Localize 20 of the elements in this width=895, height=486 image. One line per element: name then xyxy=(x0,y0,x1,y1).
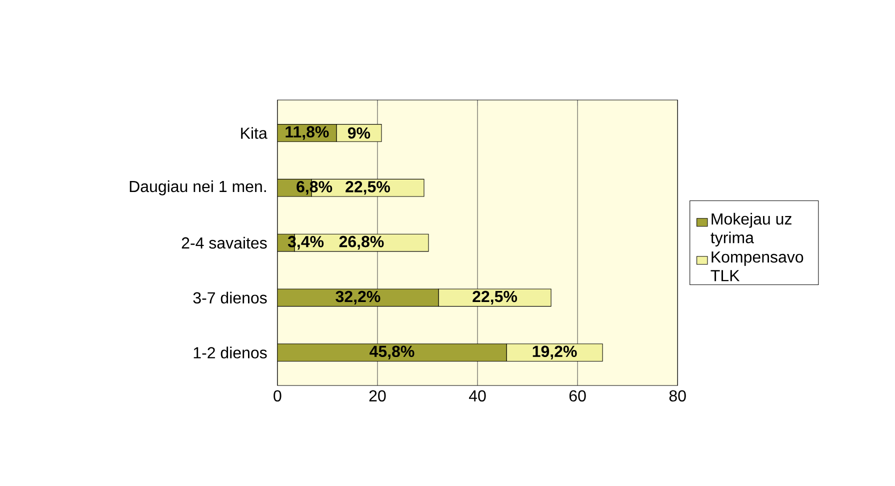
data-label: 26,8% xyxy=(339,236,384,250)
y-tick-label: 1-2 dienos xyxy=(194,346,267,359)
x-tick-label: 20 xyxy=(369,390,386,402)
legend-label: Mokejau uz tyrima xyxy=(710,213,792,247)
legend-label: Kompensavo TLK xyxy=(710,252,804,282)
x-tick-label: 0 xyxy=(274,390,282,402)
y-tick-label: Daugiau nei 1 men. xyxy=(130,180,266,196)
data-label: 22,5% xyxy=(472,291,518,305)
y-tick-label: 3-7 dienos xyxy=(193,292,267,304)
y-tick-label: Kita xyxy=(241,127,268,140)
y-tick-label: 2-4 savaites xyxy=(182,237,267,249)
data-label: 19,2% xyxy=(532,346,577,360)
x-tick-label: 60 xyxy=(569,390,586,402)
data-label: 32,2% xyxy=(336,291,380,305)
data-label: 9% xyxy=(348,128,370,139)
data-label: 22,5% xyxy=(346,181,390,195)
x-tick-label: 40 xyxy=(468,390,486,402)
x-tick-label: 80 xyxy=(669,390,686,402)
data-label: 45,8% xyxy=(370,346,414,360)
data-label: 11,8% xyxy=(286,126,329,140)
